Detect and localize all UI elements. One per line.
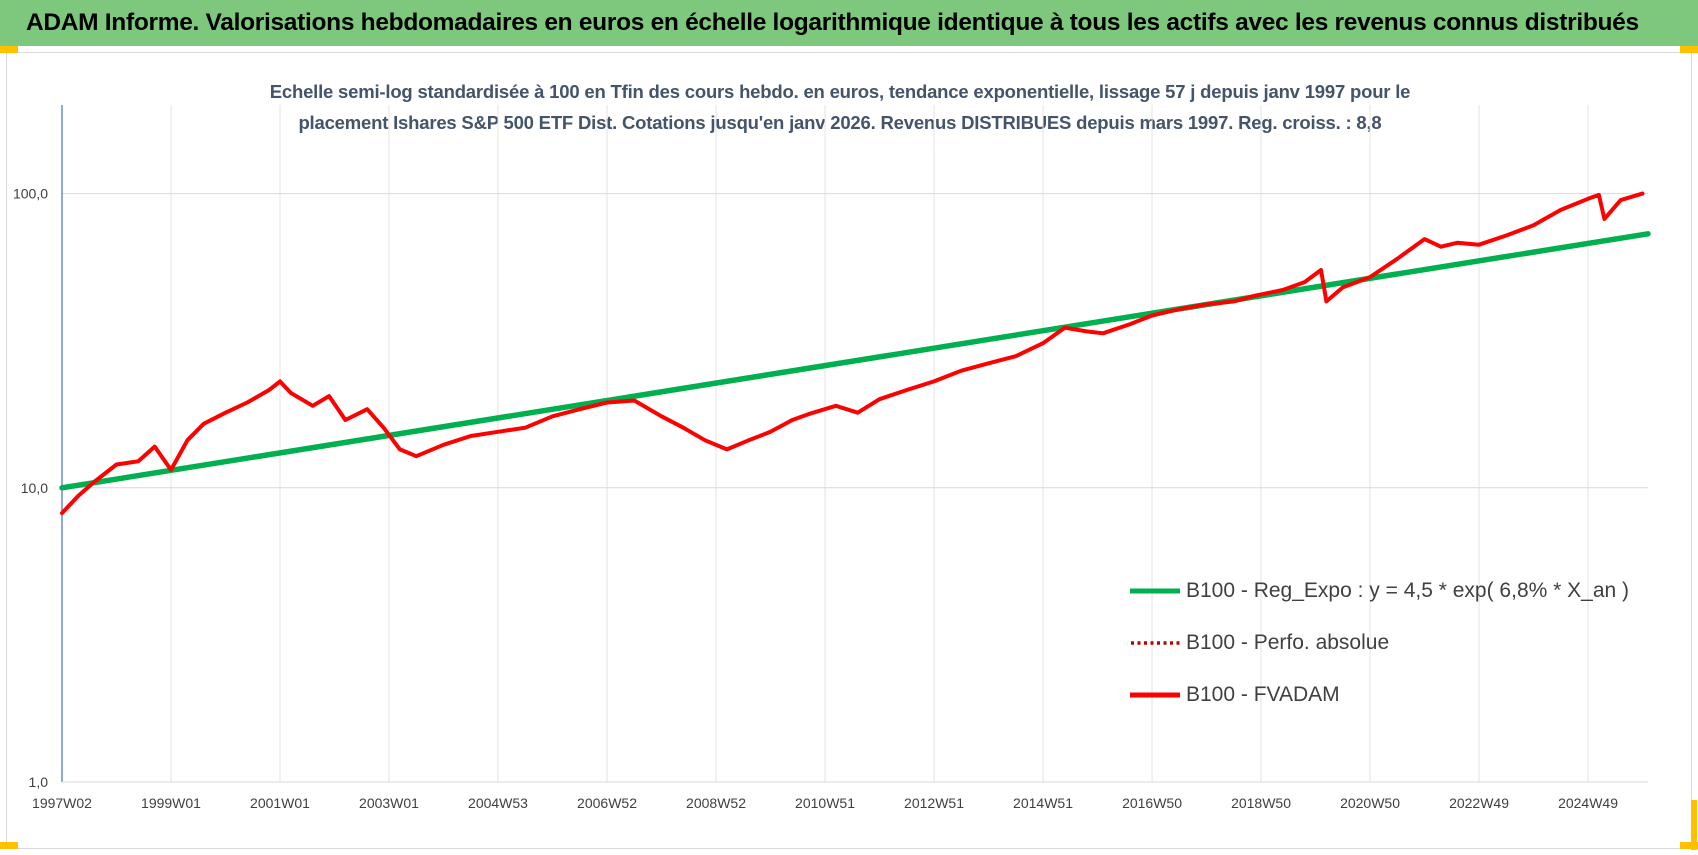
x-tick-label: 1997W02 xyxy=(32,795,92,811)
x-tick-label: 2014W51 xyxy=(1013,795,1073,811)
series-line-regression xyxy=(59,231,1651,491)
x-tick-label: 2020W50 xyxy=(1340,795,1400,811)
x-tick-label: 2024W49 xyxy=(1558,795,1618,811)
x-tick-label: 2012W51 xyxy=(904,795,964,811)
y-tick-label: 1,0 xyxy=(29,774,49,790)
x-tick-label: 2006W52 xyxy=(577,795,637,811)
corner-marker-bottom-right-v xyxy=(1691,800,1697,850)
chart-title-line-2: placement Ishares S&P 500 ETF Dist. Cota… xyxy=(298,112,1382,133)
corner-marker-top-left xyxy=(0,46,18,53)
x-tick-label: 2004W53 xyxy=(468,795,528,811)
legend-swatch-regression xyxy=(1130,588,1180,594)
corner-marker-top-right xyxy=(1680,46,1698,53)
x-tick-label: 2018W50 xyxy=(1231,795,1291,811)
legend-label-fvadam: B100 - FVADAM xyxy=(1186,683,1340,706)
page-title: ADAM Informe. Valorisations hebdomadaire… xyxy=(26,9,1639,36)
x-tick-label: 1999W01 xyxy=(141,795,201,811)
legend-item-perfo: B100 - Perfo. absolue xyxy=(1130,617,1650,669)
legend-item-regression: B100 - Reg_Expo : y = 4,5 * exp( 6,8% * … xyxy=(1130,565,1650,617)
x-tick-label: 2003W01 xyxy=(359,795,419,811)
x-tick-label: 2010W51 xyxy=(795,795,855,811)
x-tick-label: 2016W50 xyxy=(1122,795,1182,811)
corner-marker-bottom-right-h xyxy=(1680,842,1698,849)
legend-label-regression: B100 - Reg_Expo : y = 4,5 * exp( 6,8% * … xyxy=(1186,579,1630,602)
legend-item-fvadam: B100 - FVADAM xyxy=(1130,669,1650,721)
header-banner: ADAM Informe. Valorisations hebdomadaire… xyxy=(0,0,1698,46)
chart-title: Echelle semi-log standardisée à 100 en T… xyxy=(200,76,1480,138)
corner-marker-bottom-left xyxy=(0,842,18,849)
x-tick-label: 2022W49 xyxy=(1449,795,1509,811)
series-line-fvadam xyxy=(60,191,1645,516)
x-tick-label: 2001W01 xyxy=(250,795,310,811)
legend-label-perfo: B100 - Perfo. absolue xyxy=(1186,631,1390,654)
chart-title-line-1: Echelle semi-log standardisée à 100 en T… xyxy=(269,81,1411,102)
x-tick-label: 2008W52 xyxy=(686,795,746,811)
legend-swatch-fvadam xyxy=(1130,692,1180,698)
legend-swatch-perfo xyxy=(1131,641,1180,645)
y-tick-label: 10,0 xyxy=(21,480,48,496)
chart-frame xyxy=(6,52,1692,849)
chart-legend: B100 - Reg_Expo : y = 4,5 * exp( 6,8% * … xyxy=(1130,565,1650,721)
y-tick-label: 100,0 xyxy=(13,186,48,202)
